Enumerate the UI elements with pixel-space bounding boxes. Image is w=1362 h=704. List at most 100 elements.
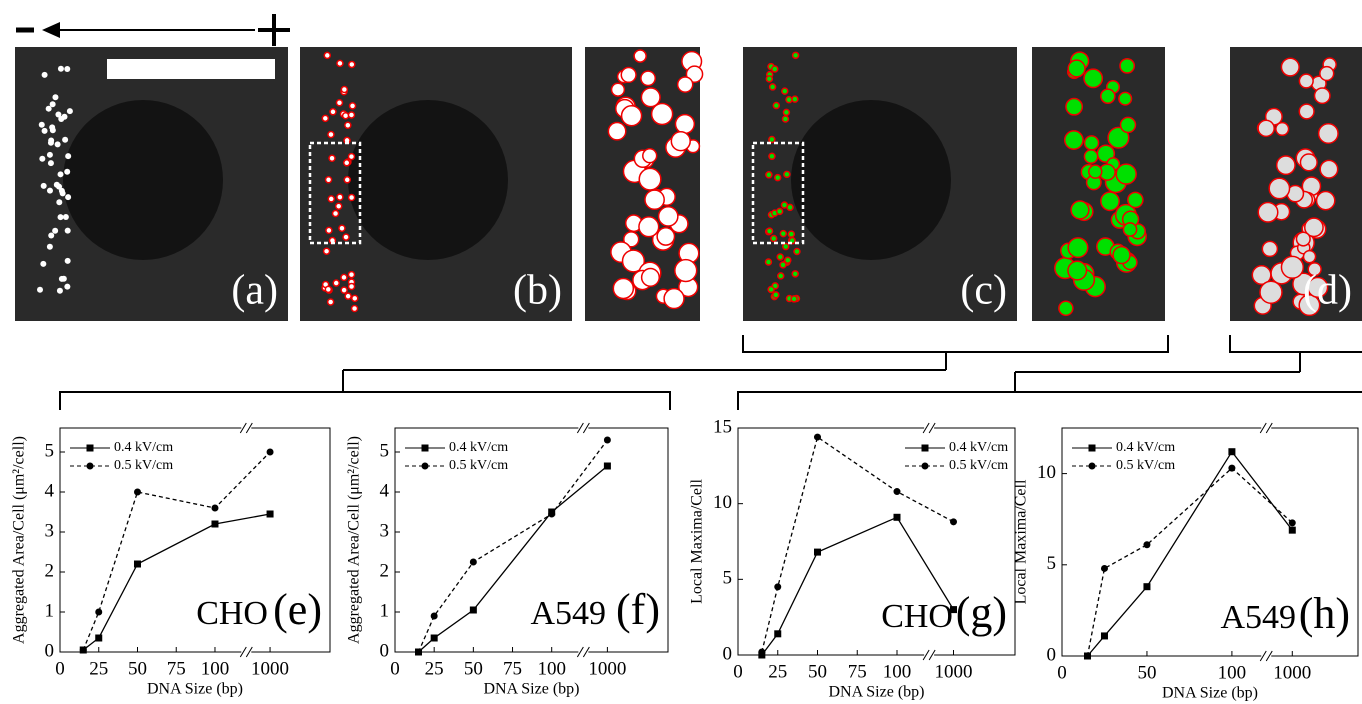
spot (1259, 280, 1283, 304)
spot (48, 232, 55, 239)
point (1143, 541, 1151, 549)
x-tick-label: 50 (1137, 662, 1156, 683)
spot (1307, 276, 1329, 298)
spot (768, 83, 777, 91)
spot (341, 111, 350, 120)
spot (325, 226, 333, 235)
spot (657, 205, 679, 227)
axis-break (576, 422, 584, 434)
spot (38, 121, 45, 128)
spot (57, 171, 64, 178)
spot (65, 153, 72, 160)
panel-label: (c) (960, 268, 1007, 314)
spot (331, 209, 340, 218)
legend-marker (921, 444, 929, 452)
y-tick-label: 4 (380, 480, 390, 501)
spot (1298, 73, 1314, 89)
spot (765, 227, 774, 235)
spot (784, 256, 792, 264)
point (1100, 564, 1108, 572)
x-tick-label: 100 (201, 658, 230, 679)
plot-frame (737, 427, 1016, 656)
spot (348, 60, 356, 69)
axis-break (245, 422, 253, 434)
spot (347, 152, 356, 161)
axis-break (582, 646, 590, 658)
series-line (761, 436, 954, 653)
spot (1107, 126, 1130, 149)
legend-marker (1088, 462, 1096, 470)
spot (612, 277, 635, 300)
axis-break-gap (1261, 654, 1272, 658)
point (603, 462, 611, 470)
point (1143, 583, 1151, 591)
spot (52, 94, 59, 101)
spot (41, 71, 48, 78)
x-tick-label: 50 (128, 658, 147, 679)
spot (46, 243, 53, 250)
x-tick-label: 50 (464, 658, 483, 679)
spot (650, 102, 674, 126)
x-tick-label: 1000 (935, 661, 973, 682)
spot (62, 136, 69, 143)
legend-marker (921, 462, 929, 470)
x-tick-label: 0 (55, 658, 65, 679)
x-tick-label: 25 (425, 658, 444, 679)
point (266, 448, 274, 456)
spot (1280, 255, 1305, 279)
y-axis-label: Local Maxima/Cell (689, 479, 706, 604)
spot (59, 190, 66, 197)
spot (37, 286, 44, 293)
point (469, 558, 477, 566)
y-tick-label: 5 (45, 440, 55, 461)
spot (638, 216, 660, 238)
spot (54, 141, 61, 148)
spot (1295, 231, 1311, 247)
x-tick-label: 100 (1218, 662, 1247, 683)
point (133, 560, 141, 568)
legend-label: 0.5 kV/cm (114, 458, 173, 473)
axis-break-gap (241, 426, 252, 430)
spot (772, 291, 780, 299)
spot (340, 273, 348, 282)
spot (329, 108, 337, 116)
panel-label: (g) (956, 588, 1007, 637)
spot (350, 304, 359, 313)
spot (1083, 135, 1100, 151)
y-axis-label: Local Maxima/Cell (1013, 479, 1030, 604)
point (1288, 519, 1296, 527)
axis-break (239, 422, 247, 434)
point (1228, 464, 1236, 472)
spot (674, 113, 696, 135)
zoom-box (751, 141, 805, 245)
spot (64, 283, 71, 290)
spot (623, 231, 640, 248)
spot (46, 187, 53, 194)
y-tick-label: 0 (380, 640, 390, 661)
point (79, 646, 87, 654)
spot (674, 258, 698, 283)
spot (40, 182, 47, 189)
spot (1251, 265, 1272, 286)
axis-break (582, 422, 590, 434)
spot (765, 75, 774, 83)
point (1228, 448, 1236, 456)
point (950, 518, 958, 526)
spot (607, 121, 627, 141)
y-tick-label: 2 (45, 560, 55, 581)
y-tick-label: 1 (45, 600, 55, 621)
spot (336, 193, 344, 201)
spot (764, 258, 773, 266)
y-tick-label: 10 (1037, 462, 1056, 483)
spot (1058, 300, 1074, 317)
x-tick-label: 1000 (1273, 662, 1311, 683)
point (813, 433, 821, 441)
spot (57, 214, 64, 221)
axis-break (1265, 650, 1273, 662)
spot (776, 272, 785, 280)
spot (1067, 59, 1086, 78)
y-axis-label: Aggregated Area/Cell (μm²/cell) (346, 436, 363, 644)
spot (336, 59, 344, 68)
scale-bar (107, 59, 275, 79)
